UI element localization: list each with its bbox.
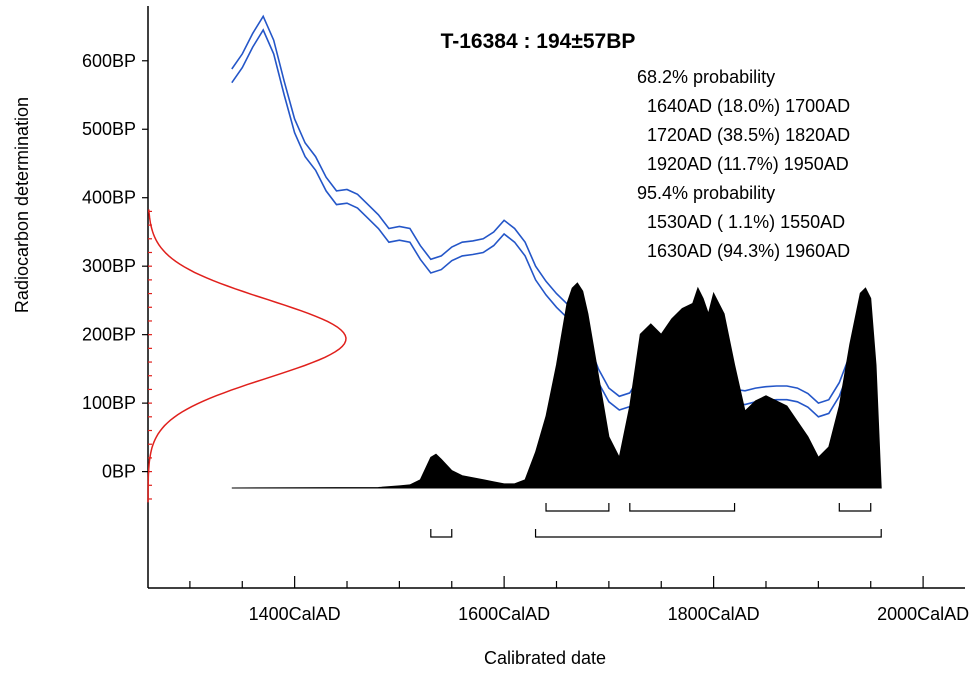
probability-line: 1920AD (11.7%) 1950AD — [637, 154, 849, 174]
probability-line: 1530AD ( 1.1%) 1550AD — [637, 212, 845, 232]
calibration-curve-upper — [231, 14, 880, 452]
probability-line: 68.2% probability — [637, 67, 775, 87]
probability-line: 1720AD (38.5%) 1820AD — [637, 125, 850, 145]
radiocarbon-gaussian — [147, 209, 347, 503]
y-tick-label: 400BP — [82, 188, 136, 208]
probability-line: 1640AD (18.0%) 1700AD — [637, 96, 850, 116]
x-tick-label: 1800CalAD — [668, 604, 760, 624]
probability-range-brackets — [430, 503, 882, 538]
range-95-bracket — [534, 529, 882, 538]
posterior-density — [231, 282, 882, 489]
probability-line: 1630AD (94.3%) 1960AD — [637, 241, 850, 261]
range-68-bracket — [838, 503, 872, 512]
x-axis-ticks: 1400CalAD 1600CalAD 1800CalAD 2000CalAD — [189, 576, 969, 624]
x-tick-label: 2000CalAD — [877, 604, 969, 624]
chart-title: T-16384 : 194±57BP — [441, 30, 636, 53]
y-tick-label: 0BP — [102, 462, 136, 482]
posterior-area — [231, 282, 882, 489]
range-95-bracket — [430, 529, 453, 538]
x-tick-label: 1600CalAD — [458, 604, 550, 624]
y-tick-label: 100BP — [82, 393, 136, 413]
radiocarbon-distribution — [147, 209, 347, 503]
probability-summary: 68.2% probability 1640AD (18.0%) 1700AD … — [637, 67, 850, 261]
y-axis-ticks: 0BP 100BP 200BP 300BP 400BP 500BP 600BP — [82, 51, 148, 482]
y-axis-label: Radiocarbon determination — [12, 97, 32, 313]
y-tick-label: 500BP — [82, 119, 136, 139]
range-68-bracket — [629, 503, 736, 512]
probability-line: 95.4% probability — [637, 183, 775, 203]
range-68-bracket — [545, 503, 610, 512]
y-tick-label: 300BP — [82, 256, 136, 276]
y-tick-label: 200BP — [82, 325, 136, 345]
x-tick-label: 1400CalAD — [249, 604, 341, 624]
y-tick-label: 600BP — [82, 51, 136, 71]
x-axis-label: Calibrated date — [484, 648, 606, 668]
